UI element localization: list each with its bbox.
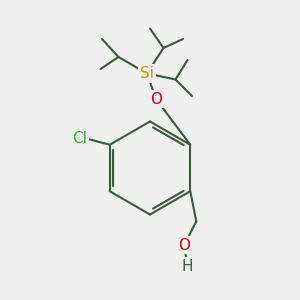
Text: O: O xyxy=(150,92,162,106)
Text: Cl: Cl xyxy=(72,131,87,146)
Text: H: H xyxy=(182,259,193,274)
Text: O: O xyxy=(150,92,162,106)
Text: Cl: Cl xyxy=(72,131,87,146)
Text: H: H xyxy=(182,259,193,274)
Text: Si: Si xyxy=(140,66,154,81)
Text: Si: Si xyxy=(140,66,154,81)
Text: O: O xyxy=(178,238,190,253)
Text: O: O xyxy=(178,238,190,253)
